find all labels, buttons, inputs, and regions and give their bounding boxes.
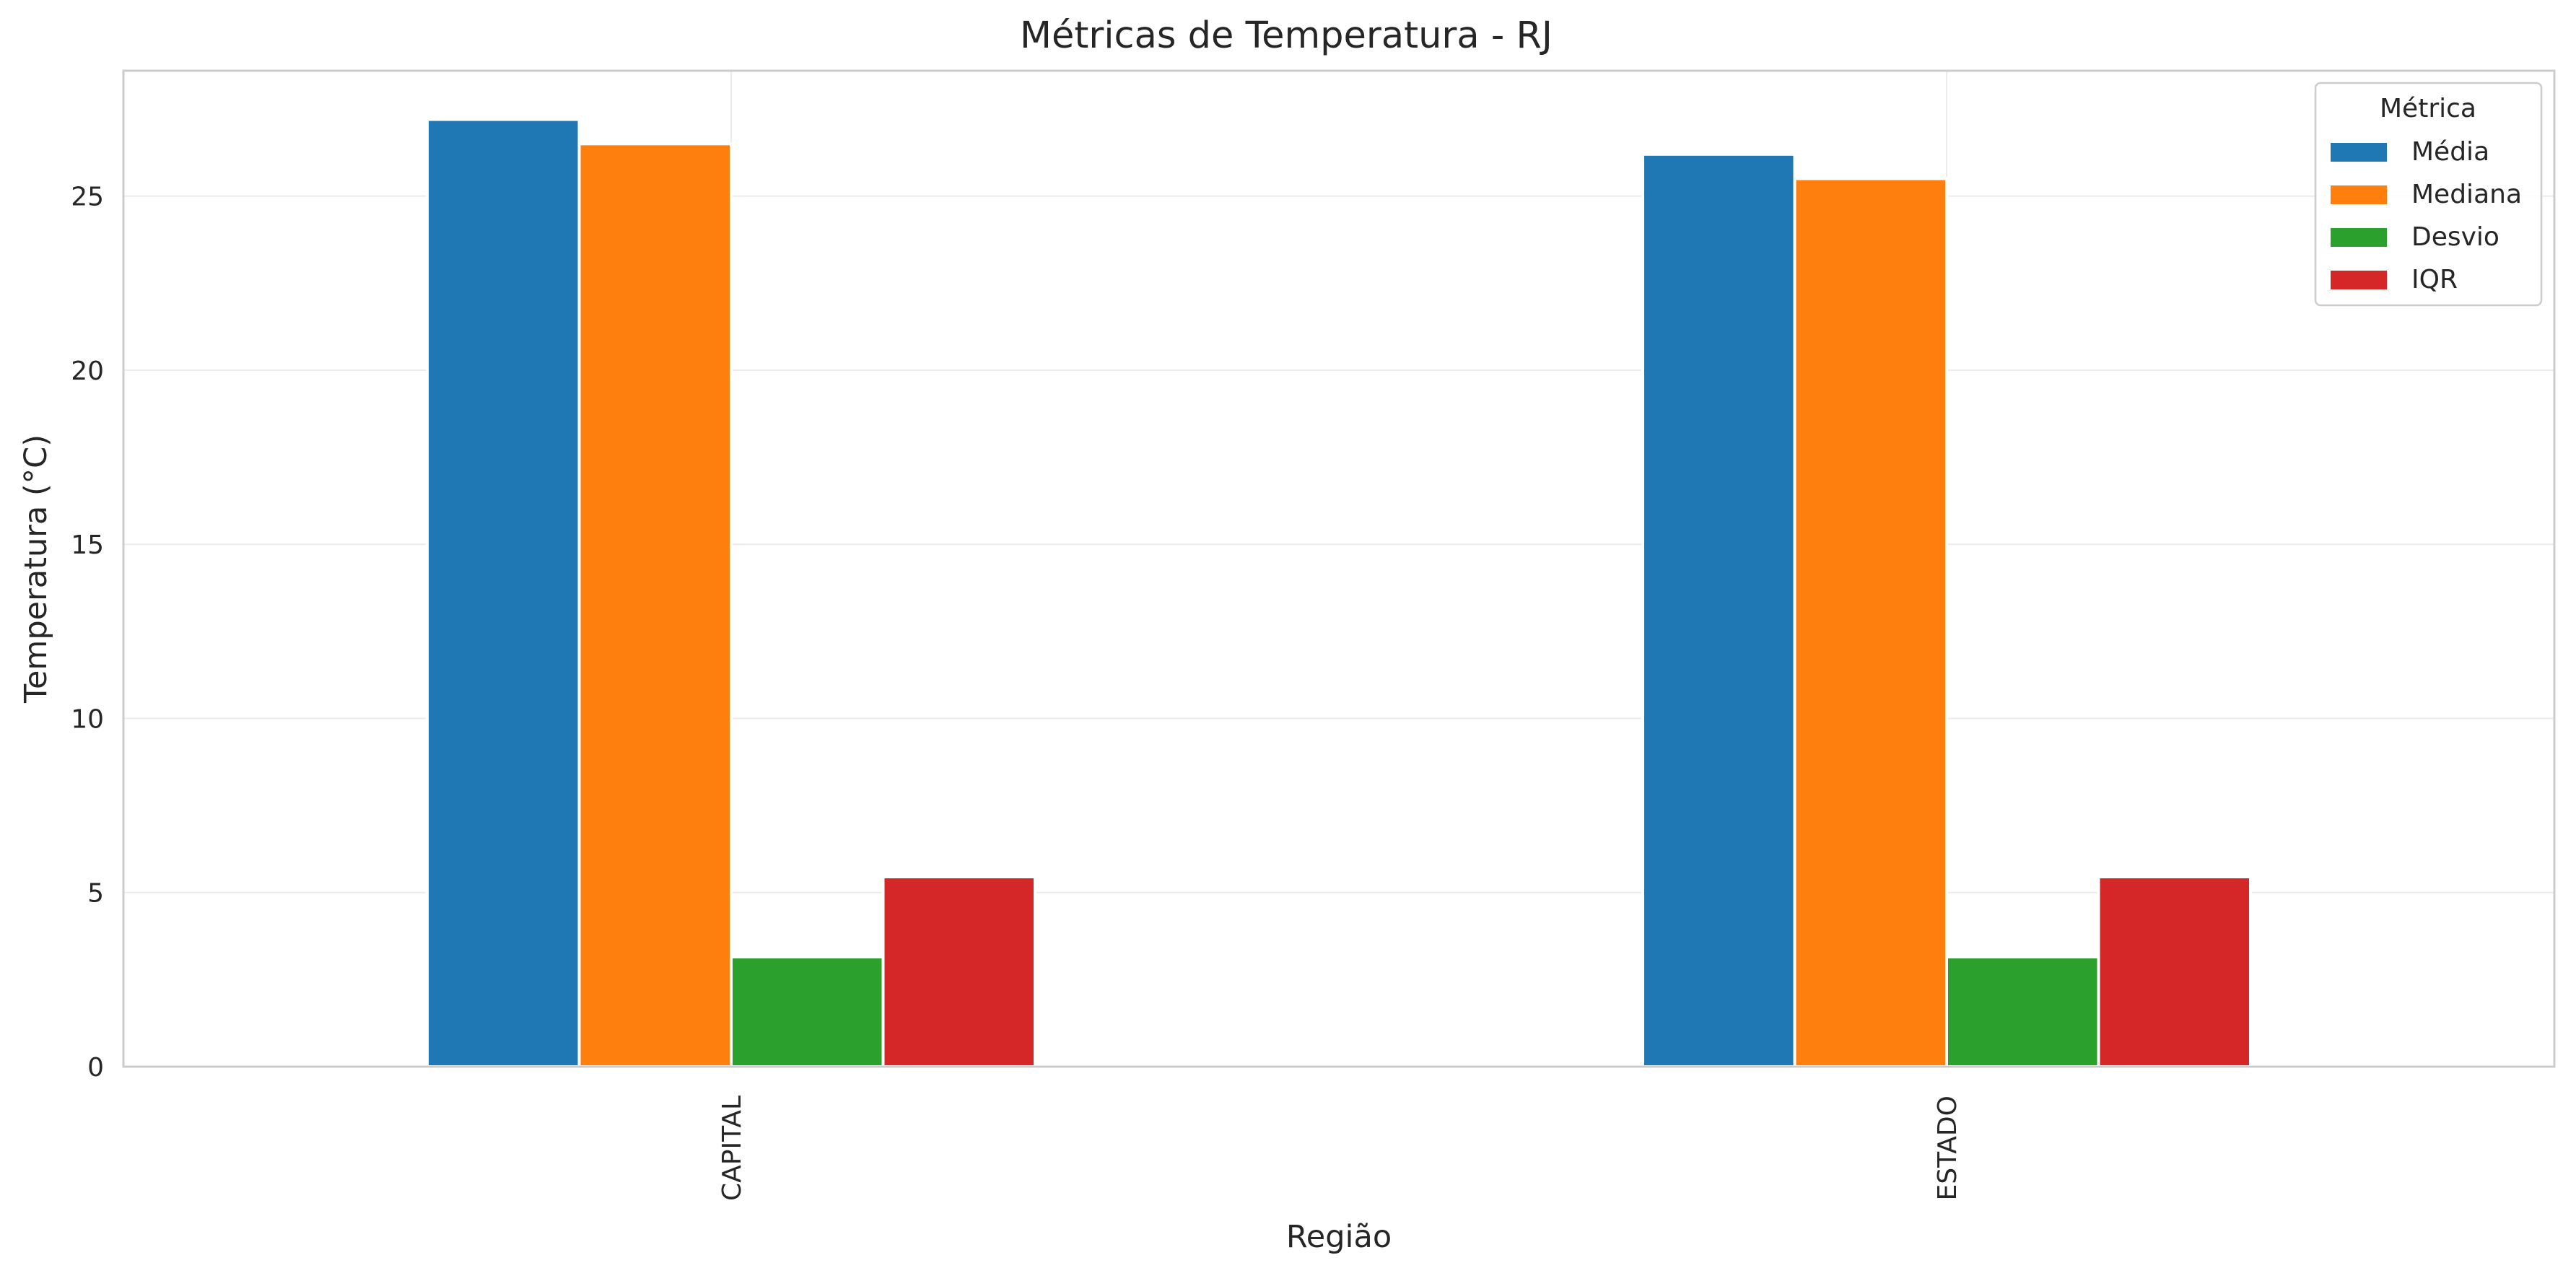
legend-title: Métrica [2380, 94, 2476, 123]
y-tick-label: 0 [87, 1053, 104, 1083]
bar-média-estado [1641, 152, 1796, 1068]
legend-swatch-desvio [2329, 227, 2388, 248]
tick-labels: 0 5 10 15 20 25 CAPITAL ESTADO [71, 183, 1962, 1201]
y-tick-label: 5 [87, 879, 104, 909]
bar-mediana-estado [1793, 177, 1948, 1068]
legend-swatch-média [2329, 141, 2388, 163]
y-tick-label: 20 [71, 357, 104, 386]
legend-label: Desvio [2411, 222, 2499, 252]
legend-items: Média Mediana Desvio IQR [2329, 137, 2522, 294]
bars [426, 118, 2252, 1069]
legend-swatch-mediana [2329, 184, 2388, 206]
legend: Métrica Média Mediana Desvio IQR [2314, 82, 2543, 307]
y-tick-label: 15 [71, 530, 104, 560]
x-axis-label: Região [1286, 1219, 1392, 1255]
legend-label: Média [2411, 137, 2489, 167]
bar-desvio-capital [730, 956, 885, 1068]
y-tick-label: 10 [71, 704, 104, 734]
y-tick-label: 25 [71, 183, 104, 212]
chart-title: Métricas de Temperatura - RJ [1020, 14, 1553, 57]
y-axis-label: Temperatura (°C) [18, 434, 54, 704]
legend-box [2314, 82, 2543, 307]
legend-swatch-iqr [2329, 269, 2388, 291]
bar-iqr-estado [2097, 875, 2252, 1068]
bar-mediana-capital [577, 142, 733, 1069]
bar-desvio-estado [1945, 956, 2100, 1068]
legend-label: IQR [2411, 265, 2458, 294]
bar-iqr-capital [881, 875, 1036, 1068]
bar-média-capital [426, 118, 581, 1068]
plot-frame [122, 69, 2556, 1068]
legend-label: Mediana [2411, 180, 2522, 209]
x-tick-label: ESTADO [1933, 1096, 1962, 1200]
x-tick-label: CAPITAL [717, 1096, 747, 1201]
